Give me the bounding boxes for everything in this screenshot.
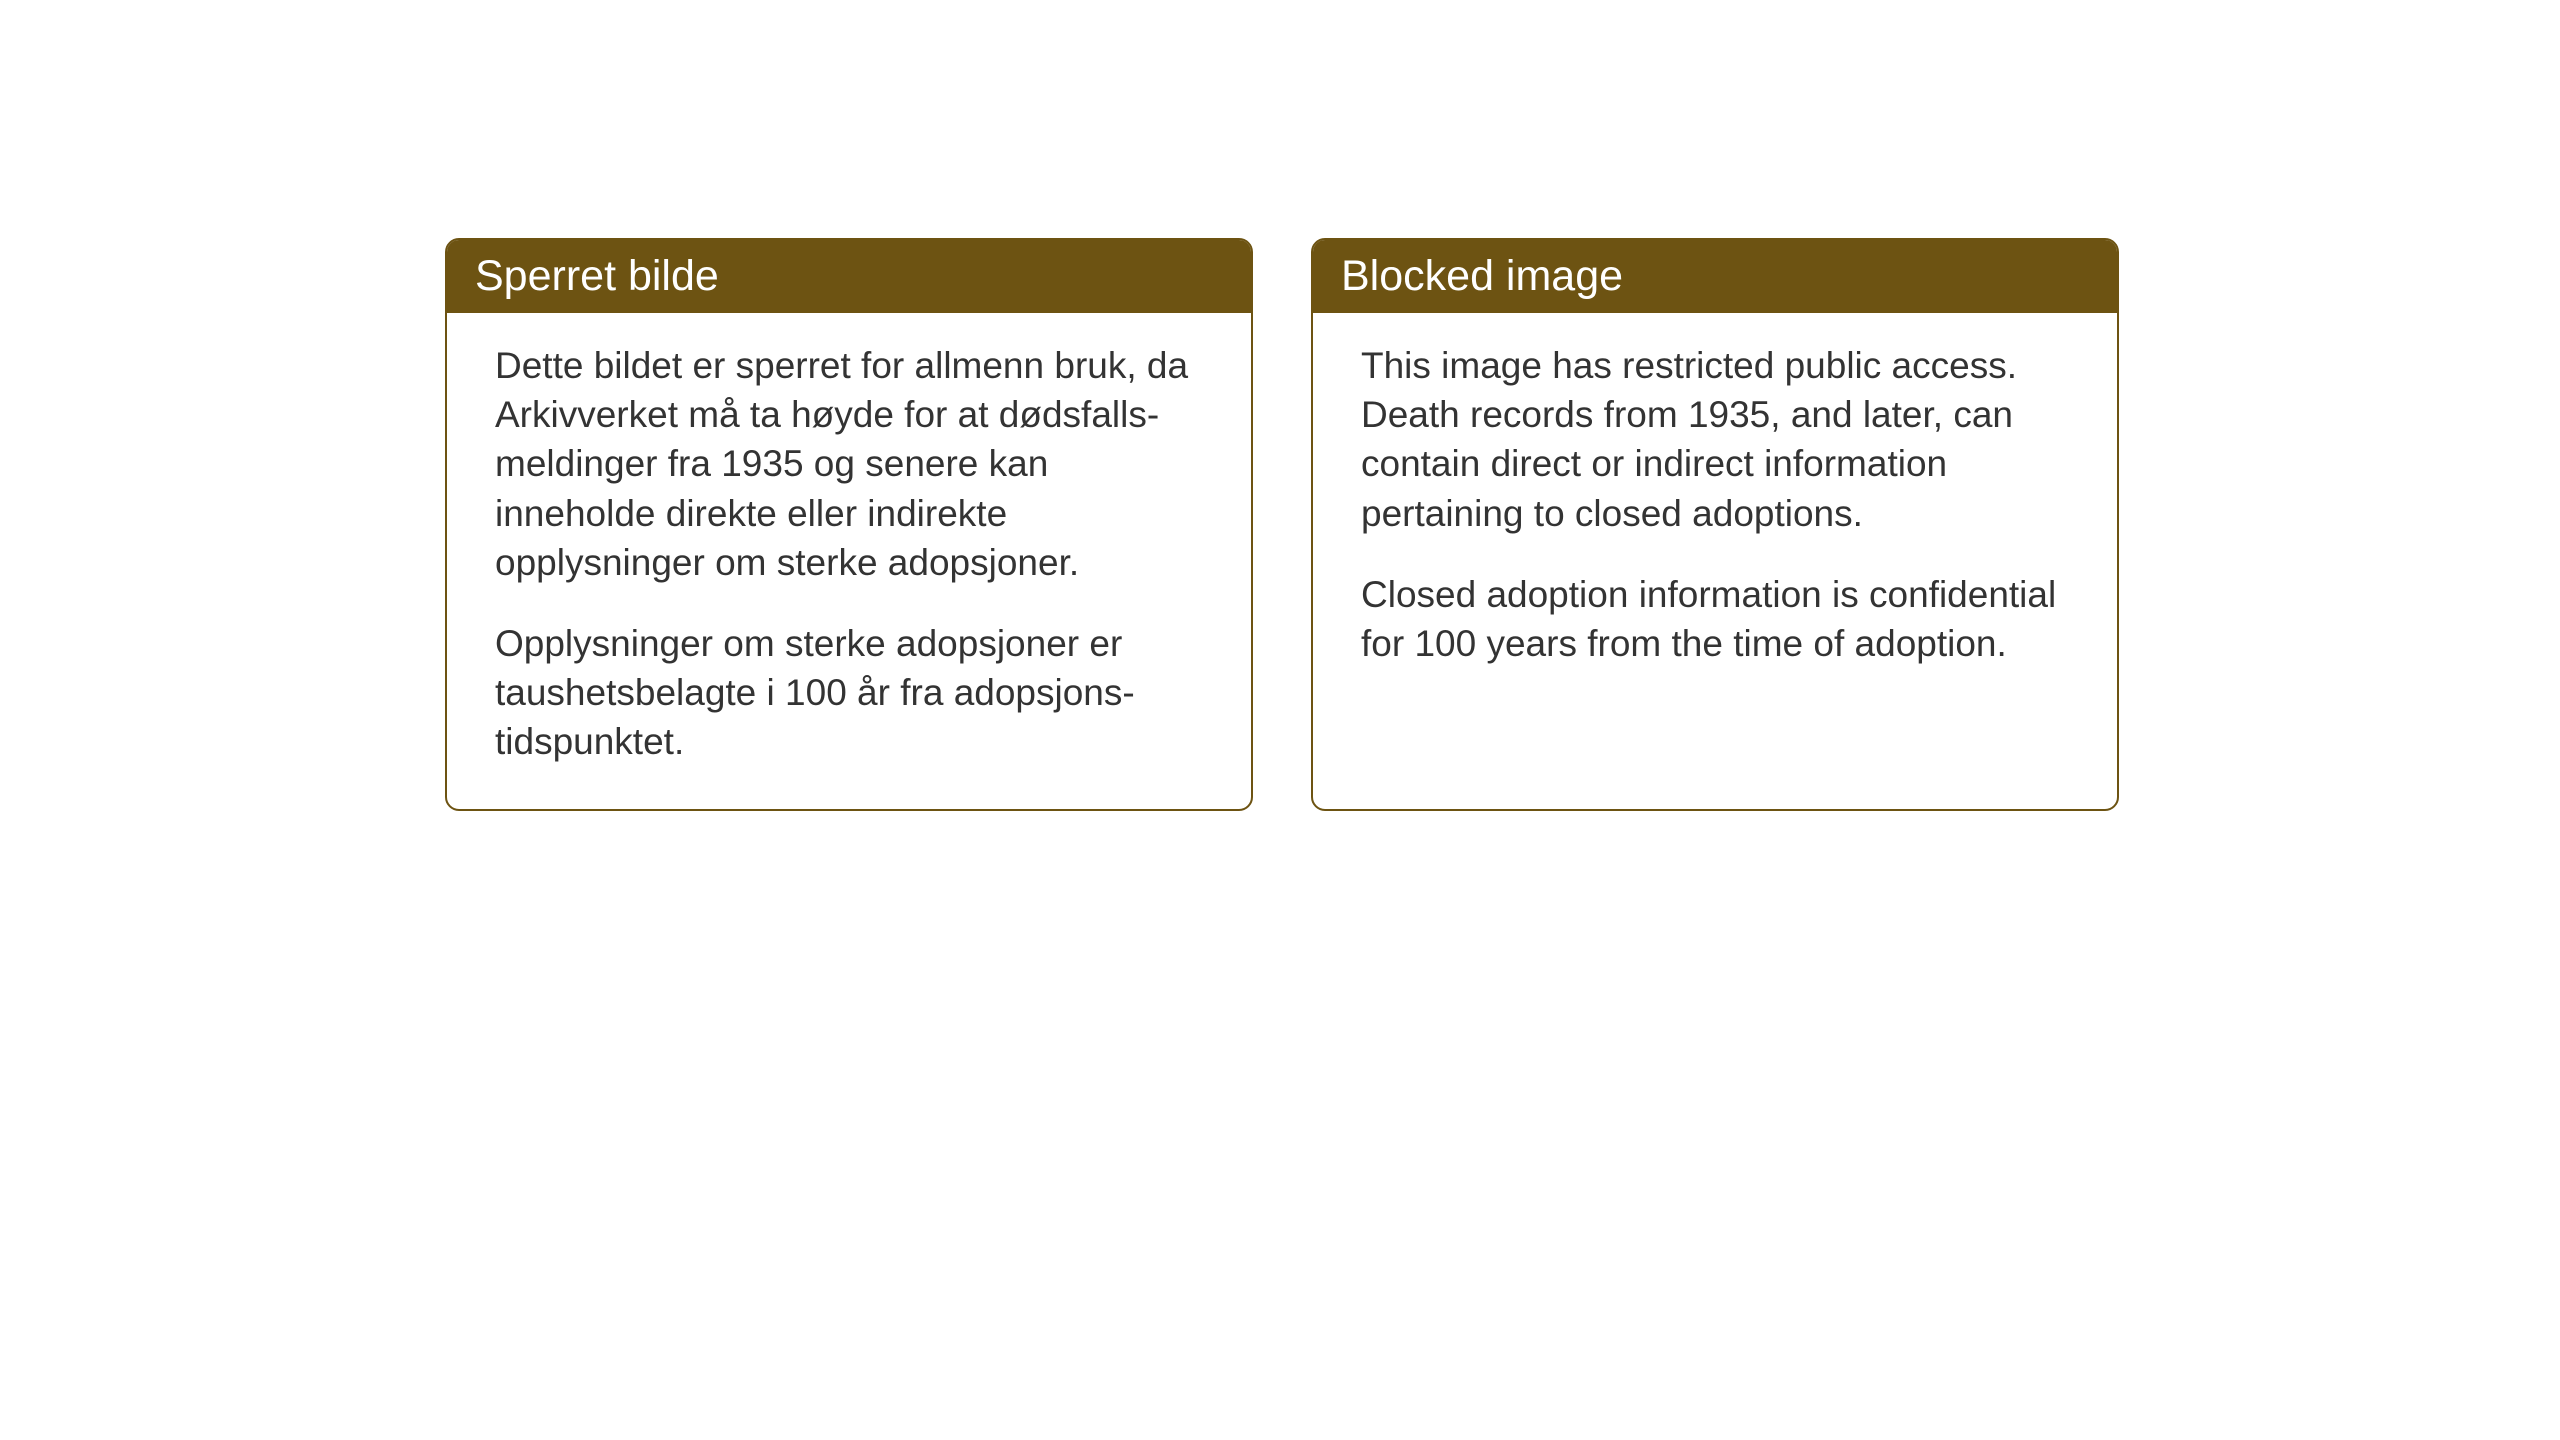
norwegian-card-header: Sperret bilde: [447, 240, 1251, 313]
english-paragraph-1: This image has restricted public access.…: [1361, 341, 2069, 538]
english-paragraph-2: Closed adoption information is confident…: [1361, 570, 2069, 668]
norwegian-card-body: Dette bildet er sperret for allmenn bruk…: [447, 313, 1251, 809]
norwegian-card-title: Sperret bilde: [475, 252, 719, 300]
english-card-body: This image has restricted public access.…: [1313, 313, 2117, 710]
norwegian-card: Sperret bilde Dette bildet er sperret fo…: [445, 238, 1253, 811]
norwegian-paragraph-2: Opplysninger om sterke adopsjoner er tau…: [495, 619, 1203, 767]
english-card-header: Blocked image: [1313, 240, 2117, 313]
english-card: Blocked image This image has restricted …: [1311, 238, 2119, 811]
english-card-title: Blocked image: [1341, 252, 1623, 300]
norwegian-paragraph-1: Dette bildet er sperret for allmenn bruk…: [495, 341, 1203, 587]
cards-container: Sperret bilde Dette bildet er sperret fo…: [445, 238, 2119, 811]
